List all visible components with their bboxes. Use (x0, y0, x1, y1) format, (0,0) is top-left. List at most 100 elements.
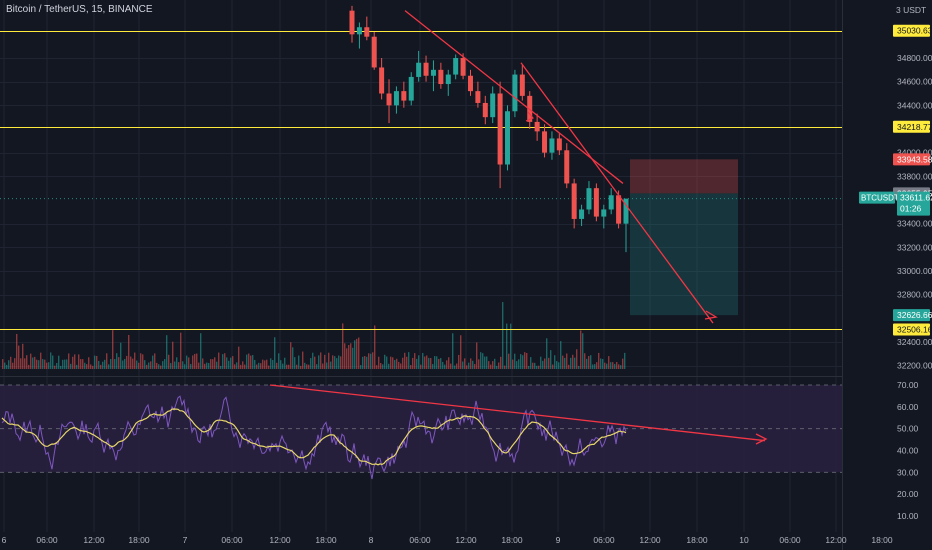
level-price-tag-bg (893, 120, 930, 133)
trendline-drawings[interactable] (269, 10, 768, 445)
time-tick-label: 18:00 (501, 535, 523, 545)
volume-bar (516, 361, 518, 369)
volume-bar (80, 359, 82, 369)
time-tick-label: 9 (556, 535, 561, 545)
time-tick-label: 06:00 (221, 535, 243, 545)
volume-bar (138, 362, 140, 369)
volume-bar (140, 353, 142, 369)
volume-bar (386, 356, 388, 369)
volume-bar (216, 361, 218, 369)
rsi-series (1, 395, 627, 480)
volume-bar (350, 343, 352, 369)
volume-bar (120, 342, 122, 369)
volume-bar (68, 353, 70, 369)
volume-bar (224, 353, 226, 369)
rsi-trendline (269, 384, 766, 442)
volume-bar (280, 360, 282, 369)
time-tick-label: 06:00 (593, 535, 615, 545)
volume-bar (24, 358, 26, 369)
volume-bar (118, 357, 120, 369)
volume-bar (180, 332, 182, 369)
volume-bar (608, 356, 610, 369)
volume-bar (60, 365, 62, 369)
volume-bar (20, 358, 22, 369)
price-tick-label: 34400.00 (897, 100, 932, 110)
horizontal-levels[interactable] (0, 31, 842, 330)
volume-bar (420, 364, 422, 369)
volume-bar (412, 357, 414, 369)
volume-bar (34, 356, 36, 369)
volume-bar (22, 343, 24, 369)
volume-bar (406, 356, 408, 369)
volume-bar (498, 362, 500, 369)
candle-body (497, 93, 503, 165)
time-tick-label: 12:00 (455, 535, 477, 545)
volume-bar (108, 364, 110, 369)
volume-bar (146, 364, 148, 369)
volume-bar (548, 357, 550, 369)
volume-bar (384, 354, 386, 369)
target-price-tag-bg (893, 309, 930, 322)
volume-bar (610, 362, 612, 369)
volume-bar (392, 357, 394, 369)
volume-bar (378, 356, 380, 369)
volume-bars (2, 302, 626, 369)
volume-bar (602, 358, 604, 369)
volume-bar (318, 355, 320, 369)
time-tick-label: 10 (739, 535, 749, 545)
price-tick-label: 34000.00 (897, 148, 932, 158)
volume-bar (410, 365, 412, 369)
volume-bar (28, 364, 30, 369)
volume-bar (44, 359, 46, 369)
volume-bar (300, 365, 302, 369)
volume-bar (596, 362, 598, 369)
volume-bar (276, 362, 278, 369)
volume-bar (530, 357, 532, 369)
candle-body (423, 62, 429, 76)
volume-bar (474, 364, 476, 369)
price-tick-label: 33800.00 (897, 171, 932, 181)
volume-bar (82, 359, 84, 369)
current-price-tag: 33611.62 (900, 193, 932, 203)
volume-bar (236, 362, 238, 369)
volume-bar (252, 355, 254, 369)
current-price-tag-bg (897, 191, 930, 216)
volume-bar (258, 362, 260, 369)
volume-bar (512, 359, 514, 369)
volume-bar (414, 353, 416, 369)
volume-bar (408, 352, 410, 369)
volume-bar (102, 361, 104, 369)
volume-bar (256, 364, 258, 369)
level-price-tag-bg (893, 323, 930, 336)
volume-bar (78, 354, 80, 369)
candle-body (453, 58, 459, 75)
volume-bar (284, 357, 286, 369)
volume-bar (72, 356, 74, 369)
volume-bar (444, 364, 446, 369)
volume-bar (564, 357, 566, 369)
volume-bar (508, 353, 510, 369)
volume-bar (450, 363, 452, 369)
volume-bar (168, 354, 170, 369)
volume-bar (374, 325, 376, 369)
volume-bar (298, 355, 300, 369)
volume-bar (492, 361, 494, 369)
volume-bar (562, 355, 564, 369)
volume-bar (448, 357, 450, 369)
volume-bar (238, 346, 240, 369)
volume-bar (104, 359, 106, 369)
volume-bar (390, 356, 392, 369)
candle-body (519, 74, 525, 96)
volume-bar (472, 360, 474, 369)
volume-bar (148, 362, 150, 369)
volume-bar (382, 364, 384, 369)
rsi-tick-label: 70.00 (897, 380, 919, 390)
volume-bar (266, 359, 268, 369)
candle-body (601, 209, 607, 217)
volume-bar (486, 356, 488, 369)
price-axis-panel[interactable] (842, 0, 932, 550)
candle-body (505, 111, 511, 165)
short-position-tool[interactable] (630, 159, 738, 316)
price-tick-label: 33000.00 (897, 266, 932, 276)
